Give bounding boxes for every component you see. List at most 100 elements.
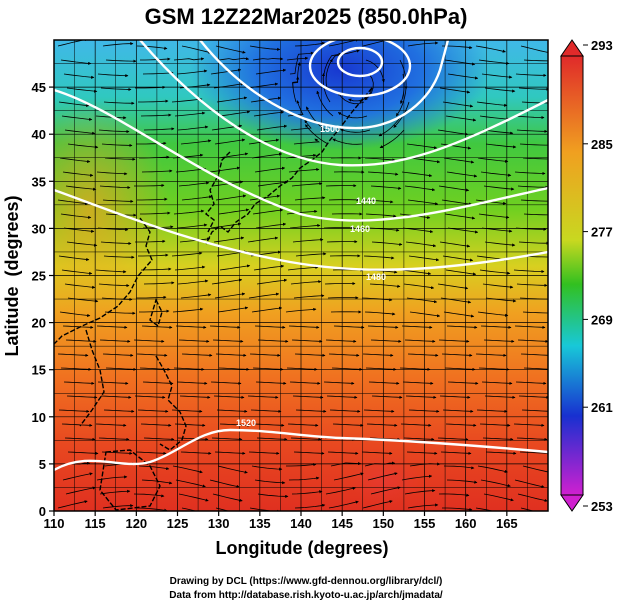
x-tick-label-110: 110 (44, 516, 65, 531)
colorbar-top-arrow (560, 39, 584, 57)
streamline (96, 171, 128, 176)
streamline (180, 293, 212, 299)
streamline (219, 110, 251, 117)
streamline (476, 409, 508, 413)
streamline (479, 423, 511, 427)
streamline (369, 283, 401, 288)
streamline (365, 59, 385, 83)
streamline (438, 185, 470, 192)
streamline (405, 241, 437, 248)
streamline (286, 209, 318, 215)
coastline-china (54, 217, 153, 345)
streamline (337, 92, 365, 105)
streamline (516, 129, 548, 133)
streamline (103, 255, 135, 259)
streamline (215, 353, 247, 357)
streamline (523, 59, 548, 62)
streamline (437, 283, 469, 290)
streamline (181, 507, 198, 511)
y-tick-label-20: 20 (32, 316, 46, 331)
streamline (97, 73, 129, 78)
streamline (523, 367, 548, 370)
streamline (218, 367, 250, 371)
streamline (407, 353, 439, 357)
streamline (333, 325, 365, 329)
streamline (178, 493, 209, 502)
streamline (323, 381, 355, 385)
streamline (95, 423, 127, 427)
streamline (478, 59, 510, 65)
streamline (479, 115, 511, 121)
streamline (515, 73, 547, 77)
streamline (328, 353, 360, 357)
streamline (256, 437, 288, 441)
streamline (64, 283, 96, 289)
streamline (332, 138, 363, 145)
streamline (520, 45, 548, 54)
streamline (138, 99, 169, 103)
streamline (136, 507, 168, 511)
y-tick-label-40: 40 (32, 127, 46, 142)
streamline (478, 367, 510, 371)
streamline (219, 264, 251, 271)
streamline (445, 115, 477, 122)
streamline (62, 171, 94, 177)
streamline (216, 96, 248, 103)
streamline (482, 437, 514, 441)
streamline (402, 381, 434, 385)
streamline (59, 311, 91, 317)
height-contours (54, 40, 548, 472)
streamline (446, 479, 478, 484)
streamline (405, 395, 437, 399)
streamline (214, 138, 246, 145)
contour-label-1460: 1460 (350, 224, 370, 234)
streamline (98, 129, 130, 134)
contour-1520 (54, 428, 548, 472)
streamline (171, 97, 203, 103)
streamline (364, 311, 396, 316)
streamline (514, 479, 545, 489)
streamline (255, 381, 287, 385)
streamline (362, 199, 394, 204)
streamline (518, 395, 548, 399)
streamline (289, 223, 321, 229)
streamline (138, 465, 170, 471)
streamline (329, 409, 361, 413)
streamline (518, 241, 548, 245)
streamline (516, 283, 548, 287)
streamline (407, 199, 439, 206)
streamline (139, 367, 171, 371)
streamline (288, 167, 320, 173)
streamline (97, 381, 129, 385)
streamline (65, 185, 97, 191)
streamline (142, 71, 174, 75)
streamline (140, 423, 172, 427)
streamline (292, 395, 324, 399)
streamline (404, 489, 436, 495)
streamline (248, 451, 280, 455)
streamline (370, 486, 401, 495)
contour-low-middle (308, 40, 412, 98)
streamline (333, 472, 364, 481)
streamline (175, 167, 207, 173)
streamline (363, 409, 395, 413)
colorbar-tick-label-269: 269 (591, 312, 613, 327)
streamline (484, 87, 516, 93)
streamline (214, 292, 246, 299)
x-tick-label-160: 160 (455, 516, 477, 531)
x-tick-label-140: 140 (290, 516, 312, 531)
streamline (289, 381, 321, 385)
colorbar-ticks: 293 285 277 269 261 253 (583, 38, 613, 514)
streamline (401, 171, 433, 178)
streamline (173, 209, 205, 215)
streamline (290, 280, 322, 285)
streamline (136, 295, 167, 299)
streamline (61, 423, 93, 427)
streamline (181, 195, 213, 201)
colorbar-tick-label-277: 277 (591, 225, 613, 240)
x-tick-label-165: 165 (496, 516, 518, 531)
streamline (522, 311, 548, 314)
streamline (96, 325, 128, 329)
streamline (135, 85, 166, 89)
y-tick-label-0: 0 (39, 504, 46, 519)
